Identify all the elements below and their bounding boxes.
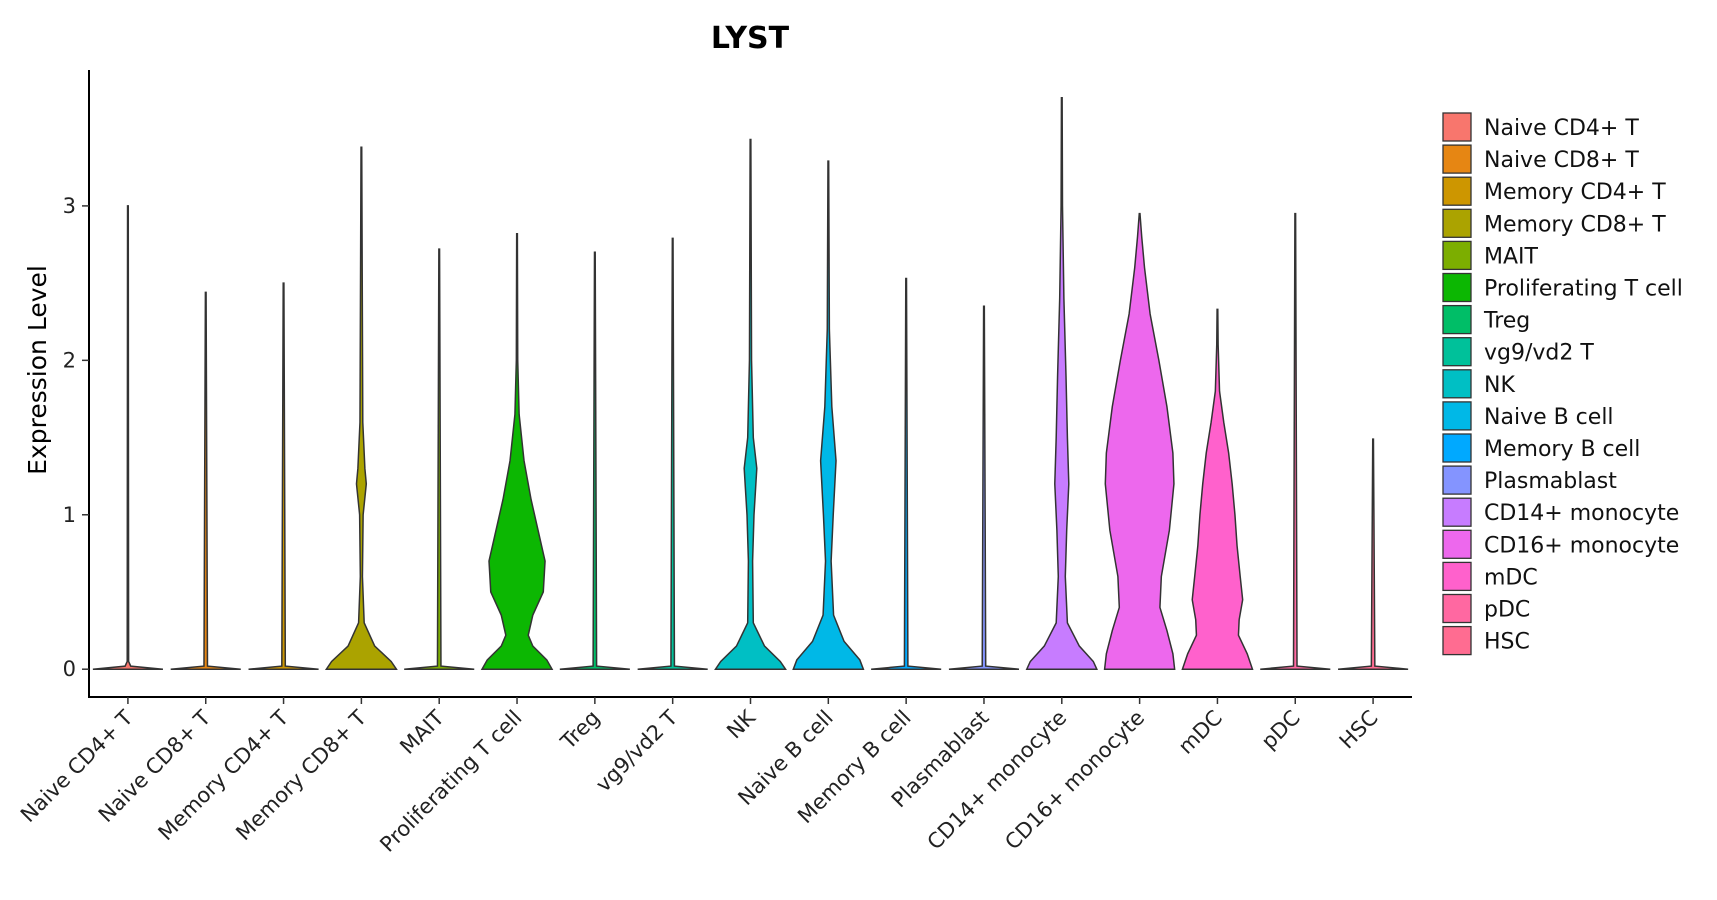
y-axis-title: Expression Level: [23, 265, 52, 475]
violin-16: [1338, 438, 1409, 670]
violin-6: [559, 251, 630, 670]
x-tick-label-8: NK: [722, 705, 761, 744]
x-tick-label-6: Treg: [556, 706, 605, 755]
legend-swatch-16: [1442, 625, 1472, 656]
x-tick-label-4: MAIT: [395, 705, 449, 759]
x-tick-label-7: vg9/vd2 T: [591, 705, 682, 796]
legend-swatch-4: [1442, 240, 1472, 271]
y-tick-label-3: 3: [63, 194, 76, 218]
violin-2: [248, 282, 319, 670]
legend-label-11: Plasmablast: [1484, 469, 1617, 494]
legend-label-8: NK: [1484, 373, 1515, 398]
legend-label-1: Naive CD8+ T: [1484, 148, 1639, 173]
legend: Naive CD4+ T Naive CD8+ T Memory CD4+ T Mem…: [1442, 112, 1683, 656]
legend-swatch-0: [1442, 112, 1472, 142]
violin-8: [714, 138, 787, 670]
legend-label-0: Naive CD4+ T: [1484, 116, 1639, 141]
violin-13: [1103, 212, 1176, 670]
y-tick-label-0: 0: [63, 657, 76, 681]
violin-4: [404, 248, 475, 670]
legend-swatch-2: [1442, 176, 1472, 206]
x-tick-label-15: pDC: [1257, 706, 1305, 754]
violin-9: [792, 160, 865, 670]
violin-11: [948, 305, 1020, 670]
y-axis-ticks: 0 1 2 3: [63, 194, 89, 681]
legend-label-16: HSC: [1484, 630, 1530, 655]
legend-label-10: Memory B cell: [1484, 437, 1640, 462]
legend-label-7: vg9/vd2 T: [1484, 341, 1594, 366]
legend-swatch-5: [1442, 272, 1472, 303]
x-tick-label-12: CD14+ monocyte: [923, 706, 1072, 855]
legend-label-4: MAIT: [1484, 244, 1539, 269]
violin-3: [324, 146, 398, 670]
legend-swatch-12: [1442, 497, 1472, 527]
legend-swatch-7: [1442, 337, 1472, 367]
x-tick-label-16: HSC: [1335, 706, 1383, 754]
x-tick-label-13: CD16+ monocyte: [1000, 706, 1149, 855]
x-tick-label-14: mDC: [1174, 706, 1227, 759]
legend-swatch-3: [1442, 208, 1472, 238]
legend-label-2: Memory CD4+ T: [1484, 180, 1666, 205]
legend-label-12: CD14+ monocyte: [1484, 501, 1679, 526]
violin-12: [1025, 97, 1098, 670]
legend-swatch-1: [1442, 144, 1472, 174]
legend-label-9: Naive B cell: [1484, 405, 1614, 430]
violin-5: [480, 232, 554, 670]
legend-swatch-14: [1442, 561, 1472, 592]
legend-swatch-8: [1442, 369, 1472, 399]
legend-swatch-13: [1442, 529, 1472, 559]
legend-swatch-11: [1442, 465, 1472, 495]
y-tick-label-2: 2: [63, 348, 76, 372]
x-tick-label-5: Proliferating T cell: [375, 706, 526, 857]
x-tick-label-3: Memory CD8+ T: [231, 705, 371, 845]
violin-0: [92, 205, 164, 670]
violin-1: [170, 291, 241, 670]
legend-label-13: CD16+ monocyte: [1484, 533, 1679, 558]
legend-swatch-9: [1442, 401, 1472, 431]
x-tick-label-2: Memory CD4+ T: [154, 705, 294, 845]
legend-label-14: mDC: [1484, 565, 1538, 590]
violin-layer: [92, 97, 1409, 670]
violin-7: [637, 237, 708, 670]
y-tick-label-1: 1: [63, 503, 76, 527]
violin-14: [1181, 308, 1254, 670]
legend-swatch-15: [1442, 593, 1472, 624]
violin-15: [1260, 212, 1331, 670]
legend-swatch-6: [1442, 304, 1472, 335]
legend-label-6: Treg: [1483, 309, 1530, 334]
legend-label-5: Proliferating T cell: [1484, 277, 1683, 302]
violin-10: [871, 277, 942, 670]
legend-label-15: pDC: [1484, 598, 1530, 623]
legend-label-3: Memory CD8+ T: [1484, 212, 1666, 237]
chart-title: LYST: [711, 21, 790, 56]
legend-swatch-10: [1442, 433, 1472, 463]
